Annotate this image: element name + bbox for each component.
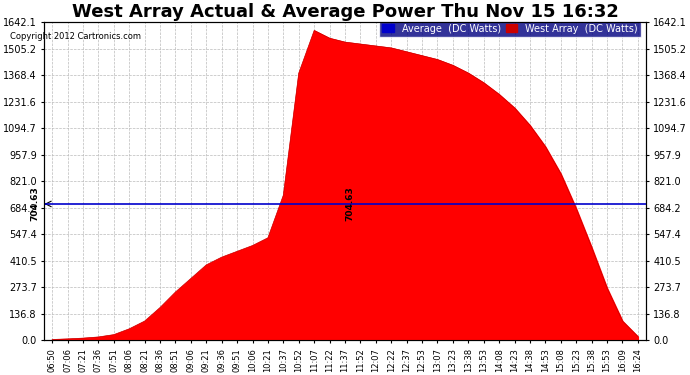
- Title: West Array Actual & Average Power Thu Nov 15 16:32: West Array Actual & Average Power Thu No…: [72, 3, 618, 21]
- Text: 704.63: 704.63: [345, 187, 354, 221]
- Text: Copyright 2012 Cartronics.com: Copyright 2012 Cartronics.com: [10, 32, 141, 41]
- Legend: Average  (DC Watts), West Array  (DC Watts): Average (DC Watts), West Array (DC Watts…: [380, 21, 641, 37]
- Text: 704.63: 704.63: [31, 187, 40, 221]
